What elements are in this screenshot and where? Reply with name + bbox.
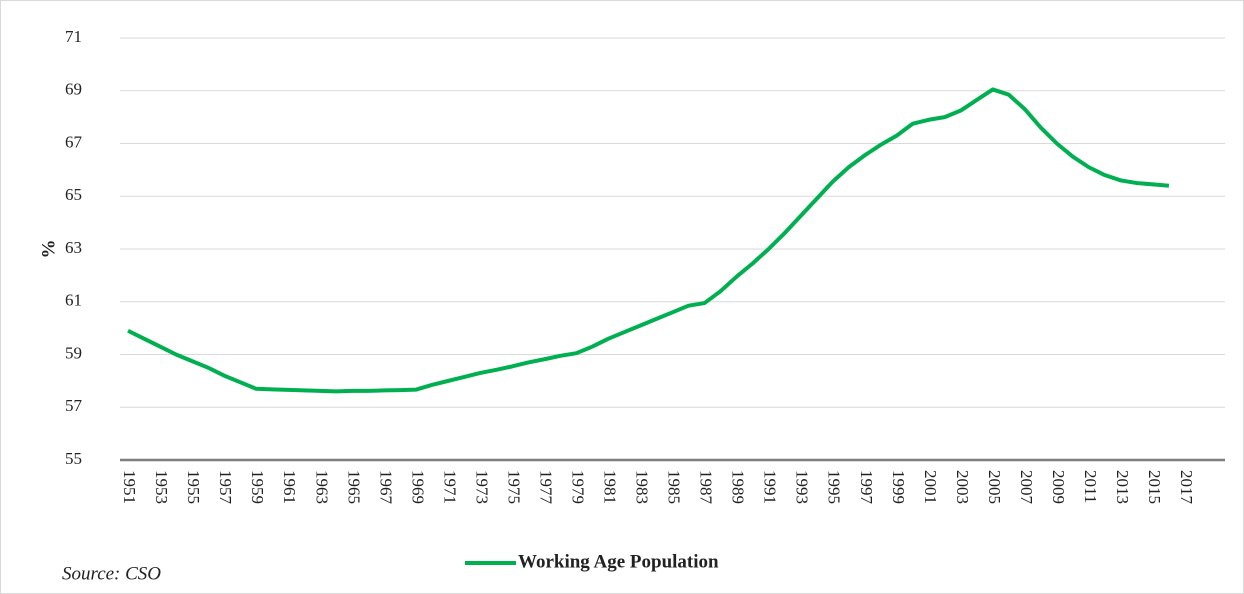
x-tick-label: 1999 [889, 470, 908, 504]
x-tick-label: 2003 [953, 470, 972, 504]
x-tick-label: 1993 [793, 470, 812, 504]
x-tick-label: 2011 [1081, 470, 1100, 503]
x-tick-label: 2005 [985, 470, 1004, 504]
x-tick-label: 1997 [857, 470, 876, 505]
y-tick-label: 69 [65, 80, 82, 99]
x-tick-label: 1959 [248, 470, 267, 504]
x-tick-label: 2001 [921, 470, 940, 504]
x-tick-label: 1957 [216, 470, 235, 505]
x-tick-label: 1979 [569, 470, 588, 504]
x-tick-label: 1965 [344, 470, 363, 504]
x-tick-label: 1971 [440, 470, 459, 504]
x-tick-label: 1953 [152, 470, 171, 504]
x-tick-label: 2007 [1017, 470, 1036, 505]
legend-label: Working Age Population [518, 551, 719, 572]
x-tick-label: 1969 [408, 470, 427, 504]
x-tick-label: 1985 [665, 470, 684, 504]
y-tick-label: 63 [65, 238, 82, 257]
y-tick-label: 55 [65, 449, 82, 468]
x-tick-label: 1961 [280, 470, 299, 504]
x-tick-label: 1951 [120, 470, 139, 504]
y-tick-label: 59 [65, 343, 82, 362]
x-tick-label: 1981 [601, 470, 620, 504]
x-tick-label: 1991 [761, 470, 780, 504]
y-tick-label: 67 [65, 132, 83, 151]
y-axis-label: % [38, 240, 59, 259]
y-tick-label: 61 [65, 291, 82, 310]
x-tick-label: 1977 [536, 470, 555, 505]
x-tick-label: 1995 [825, 470, 844, 504]
y-tick-label: 71 [65, 27, 82, 46]
x-tick-label: 1967 [376, 470, 395, 505]
x-tick-label: 2013 [1113, 470, 1132, 504]
x-tick-label: 2017 [1177, 470, 1196, 505]
source-note: Source: CSO [62, 563, 161, 584]
x-tick-label: 1975 [504, 470, 523, 504]
x-tick-label: 1987 [697, 470, 716, 505]
x-tick-label: 1973 [472, 470, 491, 504]
x-tick-label: 1955 [184, 470, 203, 504]
x-tick-label: 2009 [1049, 470, 1068, 504]
y-tick-label: 57 [65, 396, 83, 415]
data-line [127, 87, 1170, 394]
x-tick-label: 2015 [1145, 470, 1164, 504]
x-tick-label: 1989 [729, 470, 748, 504]
y-tick-label: 65 [65, 185, 82, 204]
x-tick-label: 1983 [633, 470, 652, 504]
x-tick-label: 1963 [312, 470, 331, 504]
